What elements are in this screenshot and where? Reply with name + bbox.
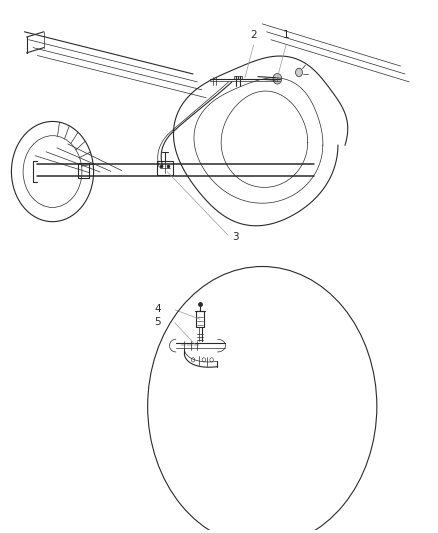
- Text: 2: 2: [250, 30, 257, 39]
- Text: 4: 4: [154, 304, 161, 314]
- Circle shape: [296, 68, 303, 77]
- Text: 5: 5: [154, 317, 161, 327]
- Text: 3: 3: [232, 232, 239, 243]
- FancyBboxPatch shape: [234, 76, 238, 79]
- Text: 1: 1: [283, 30, 290, 39]
- FancyBboxPatch shape: [237, 76, 242, 79]
- Circle shape: [273, 74, 282, 84]
